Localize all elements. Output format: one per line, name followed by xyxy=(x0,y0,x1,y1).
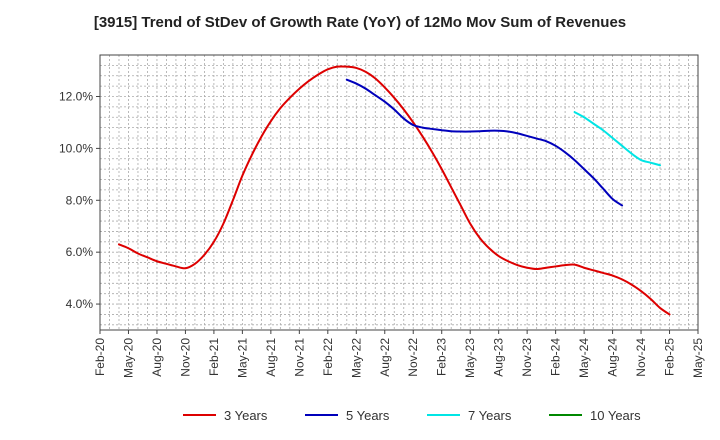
x-tick-label: Feb-23 xyxy=(435,338,449,376)
series-layer xyxy=(117,65,671,316)
y-tick-label: 8.0% xyxy=(66,193,94,207)
x-tick-label: Nov-20 xyxy=(178,338,192,377)
y-tick-label: 12.0% xyxy=(59,90,93,104)
x-tick-label: May-23 xyxy=(463,338,477,378)
legend-label-3-years: 3 Years xyxy=(224,408,268,423)
grid-layer xyxy=(99,54,699,330)
x-tick-label: Feb-25 xyxy=(663,338,677,376)
x-tick-label: May-24 xyxy=(577,338,591,378)
x-tick-label: Aug-21 xyxy=(264,338,278,377)
x-tick-label: Nov-23 xyxy=(520,338,534,377)
y-tick-label: 4.0% xyxy=(66,297,94,311)
series-line-7-years xyxy=(573,111,662,167)
y-tick-label: 10.0% xyxy=(59,141,93,155)
x-tick-label: May-22 xyxy=(349,338,363,378)
chart-title: [3915] Trend of StDev of Growth Rate (Yo… xyxy=(93,14,627,31)
plot-border xyxy=(99,54,699,331)
series-line-3-years xyxy=(117,65,671,316)
x-tick-label: Feb-21 xyxy=(207,338,221,376)
x-tick-label: Aug-24 xyxy=(606,338,620,377)
x-tick-label: May-25 xyxy=(691,338,705,378)
x-tick-label: Aug-20 xyxy=(150,338,164,377)
plot-area xyxy=(100,55,698,330)
series-line-5-years xyxy=(345,78,624,207)
x-tick-label: Aug-22 xyxy=(378,338,392,377)
legend-label-5-years: 5 Years xyxy=(346,408,390,423)
x-tick-label: May-21 xyxy=(235,338,249,378)
x-tick-label: Nov-21 xyxy=(292,338,306,377)
x-tick-label: Nov-22 xyxy=(406,338,420,377)
axis-layer: 4.0% 6.0% 8.0% 10.0% 12.0% Feb-20 May-20 Aug-20… xyxy=(59,54,705,378)
x-tick-label: Nov-24 xyxy=(634,338,648,377)
x-tick-label: Feb-22 xyxy=(321,338,335,376)
legend-label-7-years: 7 Years xyxy=(468,408,512,423)
x-tick-label: Feb-20 xyxy=(93,338,107,376)
x-tick-label: Feb-24 xyxy=(549,338,563,376)
x-tick-label: May-20 xyxy=(121,338,135,378)
y-tick-label: 6.0% xyxy=(66,245,94,259)
legend: 3 Years 5 Years 7 Years 10 Years xyxy=(183,408,641,423)
x-tick-label: Aug-23 xyxy=(492,338,506,377)
legend-label-10-years: 10 Years xyxy=(590,408,641,423)
